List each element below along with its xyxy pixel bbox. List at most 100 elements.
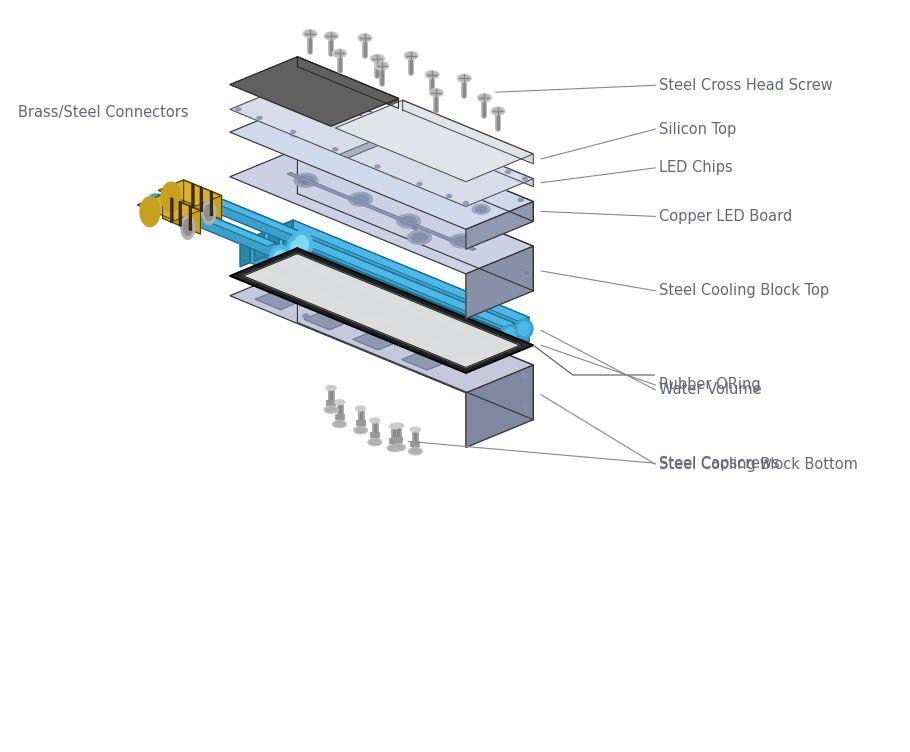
Ellipse shape [161,182,181,212]
Polygon shape [255,232,500,333]
Ellipse shape [389,424,399,429]
Ellipse shape [454,236,470,245]
Ellipse shape [356,406,366,411]
Polygon shape [288,173,476,250]
Ellipse shape [501,325,519,344]
Ellipse shape [299,108,304,111]
Ellipse shape [335,422,345,426]
Ellipse shape [326,386,336,390]
Polygon shape [200,187,202,211]
Ellipse shape [393,445,403,450]
Ellipse shape [274,250,288,268]
Ellipse shape [305,31,315,37]
Polygon shape [240,238,250,267]
Ellipse shape [522,374,528,378]
Polygon shape [283,220,293,249]
Polygon shape [210,191,212,216]
Ellipse shape [445,191,456,197]
Polygon shape [265,232,501,354]
Ellipse shape [269,245,291,273]
Ellipse shape [480,95,490,101]
Polygon shape [171,198,173,223]
Polygon shape [466,365,533,447]
Ellipse shape [202,201,216,225]
Ellipse shape [409,448,422,455]
Text: Steel Cross Head Screw: Steel Cross Head Screw [659,77,833,92]
Polygon shape [230,268,533,393]
Ellipse shape [303,284,308,288]
Ellipse shape [472,205,490,214]
Ellipse shape [377,62,387,68]
Polygon shape [298,105,533,221]
Polygon shape [137,195,200,220]
Ellipse shape [515,319,533,338]
Polygon shape [158,180,221,206]
Ellipse shape [475,339,487,353]
Ellipse shape [349,193,372,206]
Ellipse shape [349,106,355,109]
Ellipse shape [476,206,487,212]
Polygon shape [278,226,515,348]
Polygon shape [230,57,399,126]
Ellipse shape [518,322,530,335]
Ellipse shape [472,337,490,356]
Polygon shape [189,206,191,230]
Ellipse shape [430,89,443,97]
Ellipse shape [290,130,296,133]
Ellipse shape [184,220,192,235]
Ellipse shape [450,234,473,248]
Ellipse shape [288,127,307,137]
Ellipse shape [391,444,406,451]
Polygon shape [402,338,478,370]
Ellipse shape [356,428,366,432]
Ellipse shape [412,225,419,230]
Ellipse shape [389,169,408,179]
Ellipse shape [335,400,345,405]
Ellipse shape [463,202,469,205]
Ellipse shape [523,271,530,275]
Ellipse shape [341,126,346,129]
Ellipse shape [370,418,379,423]
Ellipse shape [431,89,441,96]
Ellipse shape [298,176,314,185]
Polygon shape [158,194,277,259]
Polygon shape [353,319,429,350]
Ellipse shape [344,150,355,155]
Ellipse shape [434,141,439,144]
Ellipse shape [370,55,384,62]
Polygon shape [255,232,265,261]
Ellipse shape [442,167,448,170]
Ellipse shape [478,94,491,102]
Ellipse shape [393,171,404,177]
Polygon shape [230,105,533,229]
Polygon shape [184,180,221,220]
Ellipse shape [236,108,241,111]
Ellipse shape [292,129,303,135]
Ellipse shape [413,226,418,229]
Ellipse shape [332,50,347,57]
Ellipse shape [411,233,428,242]
Ellipse shape [257,117,262,120]
Ellipse shape [487,331,504,350]
Polygon shape [179,185,306,237]
Ellipse shape [324,406,338,413]
Polygon shape [403,100,533,164]
Ellipse shape [359,35,369,41]
Polygon shape [298,149,533,291]
Polygon shape [466,202,533,249]
Polygon shape [230,149,533,274]
Polygon shape [244,253,520,368]
Ellipse shape [302,180,306,183]
Polygon shape [339,126,415,158]
Ellipse shape [408,231,431,244]
Text: Steel Cooling Block Bottom: Steel Cooling Block Bottom [659,456,858,472]
Polygon shape [230,82,533,207]
Ellipse shape [518,199,523,202]
Polygon shape [240,238,486,339]
Ellipse shape [400,217,417,226]
Text: Rubber ORing: Rubber ORing [659,378,761,393]
Ellipse shape [140,197,160,226]
Text: Steel Capscrews: Steel Capscrews [659,456,780,471]
Ellipse shape [506,170,511,173]
Text: Copper LED Board: Copper LED Board [659,209,793,224]
